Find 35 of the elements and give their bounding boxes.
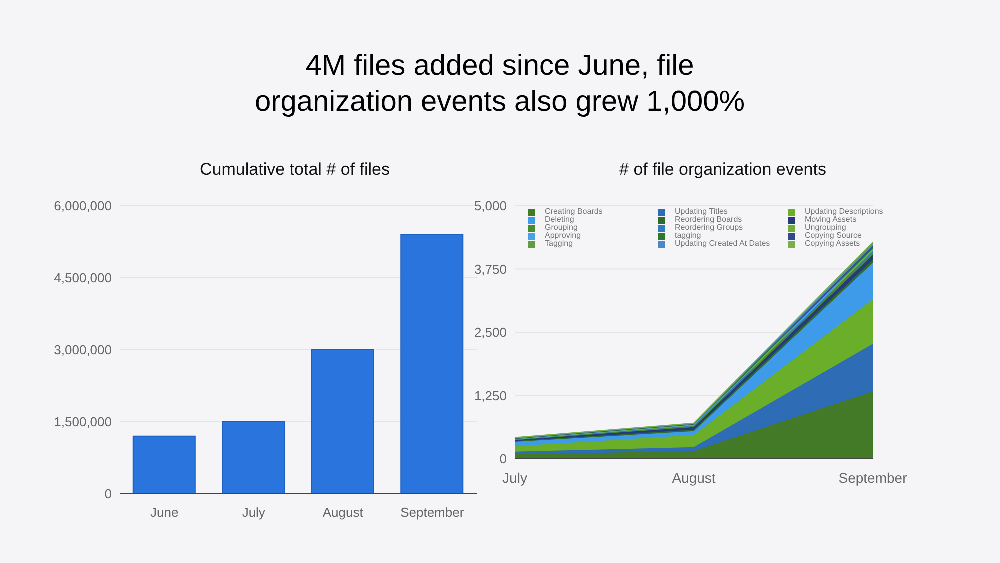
x-tick-label: June [150, 505, 179, 520]
legend-label: Updating Created At Dates [674, 239, 772, 248]
legend-label: Approving [544, 231, 582, 240]
legend-label: Reordering Groups [674, 223, 744, 232]
legend-label: Grouping [544, 223, 579, 232]
y-tick-label: 3,750 [474, 262, 507, 277]
x-tick-label: August [322, 505, 364, 520]
y-tick-label: 0 [500, 452, 507, 467]
x-tick-label: July [242, 505, 266, 520]
y-tick-label: 1,250 [474, 388, 507, 404]
y-tick-label: 5,000 [474, 198, 507, 214]
legend-label: Moving Assets [804, 215, 857, 224]
x-tick-label: September [838, 470, 908, 486]
legend-label: Tagging [544, 239, 574, 248]
legend-label: Copying Assets [804, 239, 862, 248]
x-tick-label: August [672, 470, 716, 486]
legend-label: Updating Titles [674, 207, 729, 216]
x-tick-label: September [400, 505, 465, 520]
y-tick-label: 1,500,000 [54, 414, 112, 430]
y-tick-label: 3,000,000 [54, 342, 112, 358]
legend-label: tagging [674, 231, 702, 240]
legend-label: Copying Source [804, 231, 863, 240]
y-tick-label: 0 [104, 486, 112, 502]
legend-label: Ungrouping [804, 223, 848, 232]
chart-subtitle: # of file organization events [618, 160, 828, 180]
legend-label: Creating Boards [544, 207, 604, 216]
chart-title: 4M files added since June, file organization events also grew 1,000% [254, 49, 746, 120]
y-tick-label: 6,000,000 [54, 198, 112, 214]
legend-label: Deleting [544, 215, 574, 224]
chart-subtitle: Cumulative total # of files [199, 160, 391, 180]
y-tick-label: 2,500 [474, 325, 507, 340]
legend-label: Reordering Boards [674, 215, 744, 224]
y-tick-label: 4,500,000 [54, 270, 112, 286]
x-tick-label: July [502, 470, 528, 486]
legend-label: Updating Descriptions [804, 207, 884, 216]
